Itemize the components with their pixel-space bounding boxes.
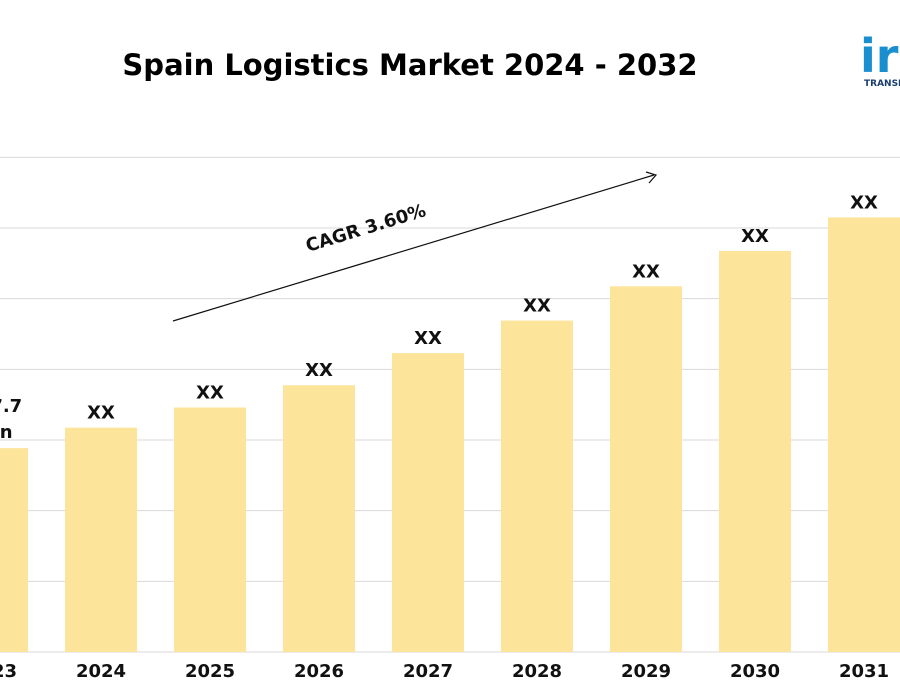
bar-value-label: XX [741,226,769,247]
bar-value-label: XX [196,382,224,403]
bar-2027 [392,353,464,652]
x-tick-label: 2024 [76,661,126,682]
bar-value-label: XX [87,403,115,424]
bar-2025 [174,407,246,652]
bar-value-label: XX [414,328,442,349]
bars [0,217,900,652]
bar-2026 [283,385,355,652]
bar-value-label: XX [523,296,551,317]
bar-2023 [0,448,28,652]
x-axis-ticks: 2023 2024 2025 2026 2027 2028 2029 2030 2031 [0,661,889,682]
x-tick-label: 2026 [294,661,344,682]
bar-value-label: 57.7 [0,396,22,417]
x-tick-label: 2028 [512,661,562,682]
logo-subtext: TRANSP [864,79,900,89]
bar-value-label: XX [850,192,878,213]
x-tick-label: 2030 [730,661,780,682]
bar-2031 [828,217,900,652]
x-tick-label: 2025 [185,661,235,682]
bar-2030 [719,251,791,652]
bar-value-label: XX [632,261,660,282]
cagr-label: CAGR 3.60% [303,200,428,256]
x-tick-label: 2031 [839,661,889,682]
x-tick-label: 2029 [621,661,671,682]
chart-canvas: 57.7onXXXXXXXXXXXXXXXX 20232024202520262… [0,0,900,700]
logo: ir TRANSP [860,29,900,89]
chart-title: Spain Logistics Market 2024 - 2032 [122,48,697,82]
bar-2024 [65,428,137,652]
bar-value-label: XX [305,360,333,381]
bar-value-label-line2: on [0,422,13,443]
logo-text: ir [860,29,899,83]
x-tick-label: 2027 [403,661,453,682]
x-tick-label: 2023 [0,661,17,682]
bar-2029 [610,286,682,652]
bar-2028 [501,321,573,652]
